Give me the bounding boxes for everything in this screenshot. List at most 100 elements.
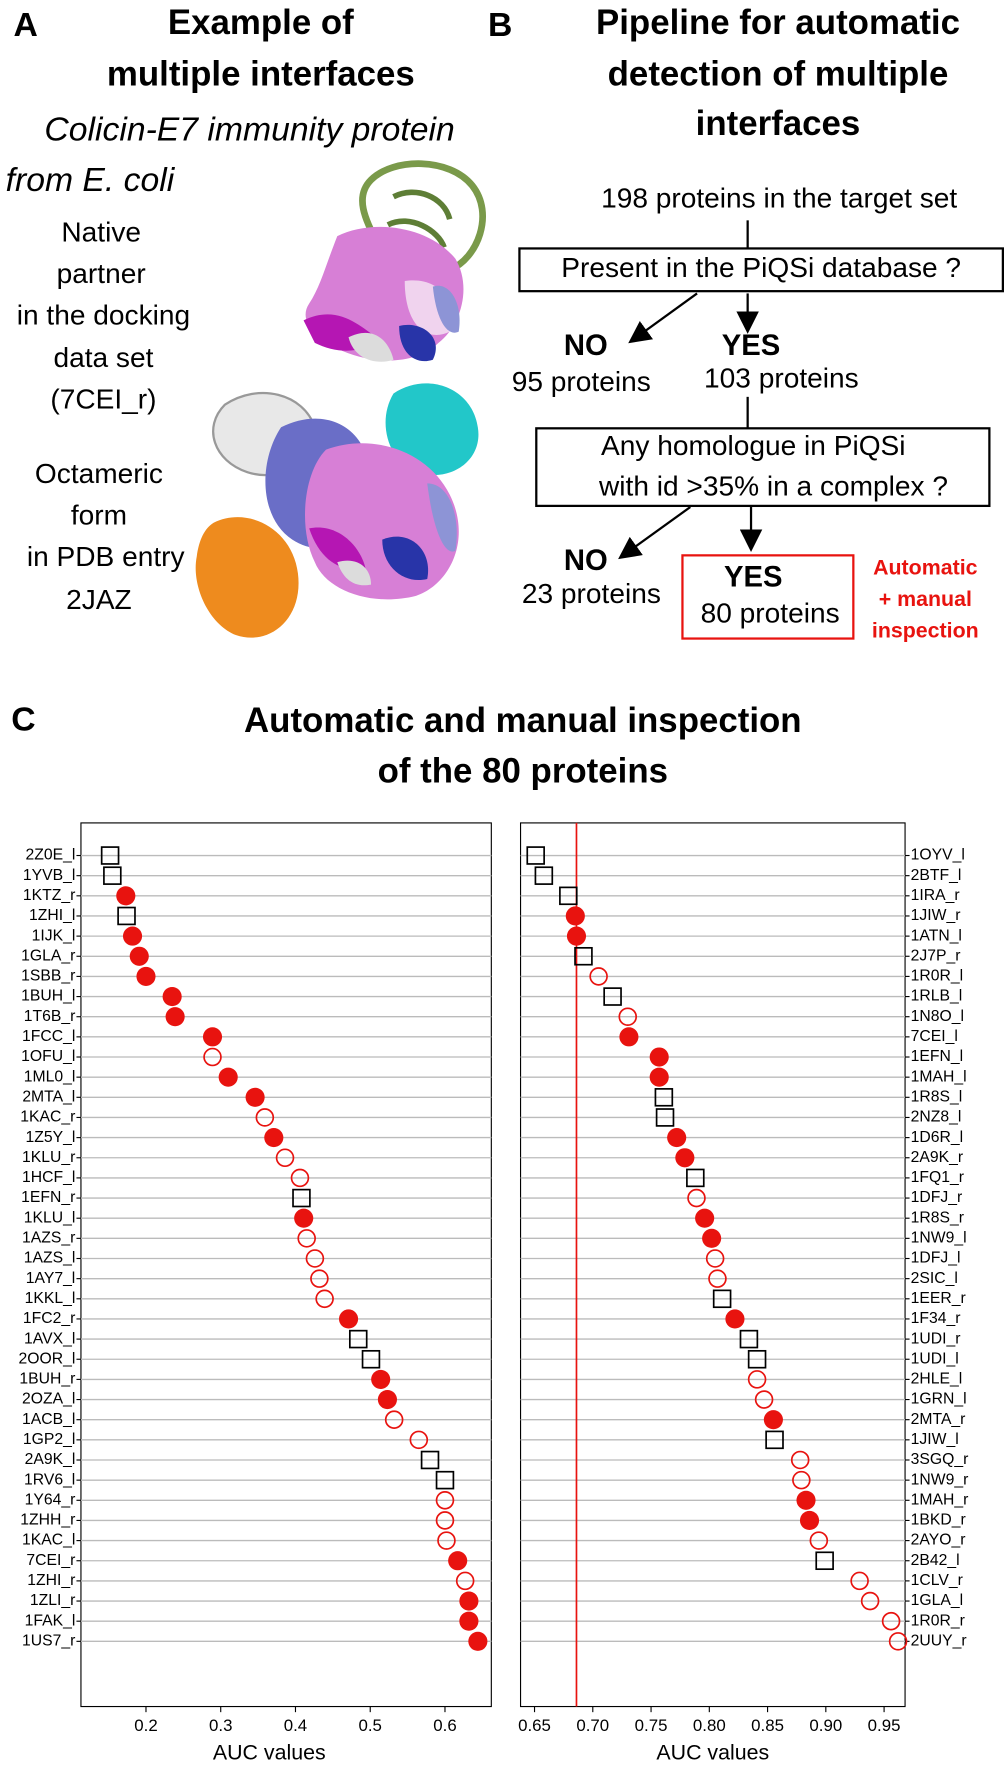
category-label: 1GP2_l [23,1431,75,1448]
arrow [618,506,691,560]
x-tick-label: 0.3 [209,1716,232,1735]
category-label: 1N8O_l [911,1008,964,1025]
category-label: 1NW9_l [911,1230,967,1247]
category-label: 1R0R_l [911,968,963,985]
open-marker [310,1269,329,1288]
filled-marker [338,1309,359,1329]
category-label: 1F34_r [911,1310,961,1327]
category-label: 2OOR_l [19,1350,76,1367]
category-label: 1DFJ_r [911,1189,963,1206]
square-marker [526,846,545,865]
category-label: 1FQ1_r [911,1169,964,1186]
category-label: 1SBB_r [21,968,75,985]
panel-title: interfaces [696,104,861,143]
open-marker [290,1168,310,1188]
x-axis-label: AUC values [213,1740,326,1764]
category-label: 2A9K_r [911,1149,963,1166]
category-label: 1AY7_l [26,1270,76,1287]
x-axis-label: AUC values [656,1740,769,1764]
category-label: 1R0R_r [911,1612,965,1629]
category-label: 1AZS_r [22,1230,75,1247]
category-label: 1ZHH_r [20,1512,75,1529]
filled-marker [675,1148,695,1168]
category-label: 1T6B_r [24,1008,76,1025]
category-label: 1AVX_l [24,1330,75,1347]
filled-marker [619,1027,639,1047]
label-line: in PDB entry [27,541,185,572]
flow-text: NO [564,330,608,362]
open-marker [747,1370,767,1389]
filled-marker [202,1027,223,1047]
x-tick-label: 0.6 [433,1716,456,1735]
decision-box [535,427,991,508]
subtitle: Colicin-E7 immunity protein [44,110,454,148]
category-label: 2A9K_l [25,1451,76,1468]
category-label: 1GLA_r [21,947,75,964]
category-label: 2AYO_r [911,1532,966,1549]
panel-title: Automatic and manual inspection [244,701,802,740]
square-marker [435,1470,455,1490]
filled-marker [565,906,585,926]
panel-title: detection of multiple [608,55,949,94]
category-label: 1KTZ_r [23,887,75,904]
square-marker [765,1430,784,1450]
label-line: partner [57,258,146,289]
flow-text: 80 proteins [701,597,840,628]
panel-title: Pipeline for automatic [596,3,960,42]
category-label: 1R8S_r [911,1209,964,1226]
category-label: 2NZ8_l [911,1109,962,1126]
open-marker [792,1470,811,1490]
filled-marker [695,1208,715,1228]
category-label: 1BKD_r [911,1512,966,1529]
open-marker [315,1289,334,1309]
category-label: 2MTA_r [911,1411,966,1428]
open-marker [705,1249,725,1268]
open-marker [203,1047,222,1067]
plots: 2Z0E_l 1YVB_l 1KTZ_r 1ZHI_l 1IJK_l 1GLA_r 1SBB… [19,822,968,1764]
category-label: 1KLU_l [24,1209,76,1226]
category-label: 7CEI_r [26,1552,75,1569]
category-label: 1JIW_l [911,1431,959,1448]
filled-marker [566,926,587,946]
category-label: 1KKL_l [25,1290,76,1307]
category-label: 1Y64_r [25,1491,76,1508]
category-label: 1OYV_l [911,847,965,864]
category-label: 7CEI_l [911,1028,958,1045]
open-marker [888,1632,908,1651]
flow-text: YES [722,330,780,362]
x-tick-label: 0.80 [693,1716,726,1735]
category-label: 1UDI_r [911,1330,961,1347]
x-tick-label: 0.4 [284,1716,307,1735]
category-label: 1MAH_l [911,1068,967,1085]
filled-marker [649,1047,669,1067]
category-label: 1EER_r [911,1290,966,1307]
category-label: 1EFN_l [911,1048,963,1065]
subtitle: from E. coli [6,161,176,199]
panel-letter: A [13,6,37,44]
filled-marker [218,1067,238,1087]
outcome-label: Automatic [873,555,978,579]
square-marker [534,866,554,885]
category-label: 1BUH_r [19,1371,75,1388]
x-tick-label: 0.70 [576,1716,609,1735]
category-label: 1HCF_l [22,1169,75,1186]
category-label: 1YVB_l [23,867,75,884]
open-marker [255,1108,275,1127]
category-label: 1IRA_r [911,887,960,904]
square-marker [420,1450,440,1470]
label-line: 2JAZ [66,584,132,615]
plot-frame [80,822,492,1708]
category-label: 1EFN_r [21,1189,75,1206]
open-marker [297,1229,316,1248]
category-label: 2J7P_r [911,947,961,964]
filled-marker [136,966,156,986]
filled-marker [294,1208,314,1228]
category-label: 2UUY_r [911,1632,967,1649]
category-label: 2B42_l [911,1552,960,1569]
filled-marker [371,1369,391,1389]
panel-title: multiple interfaces [107,55,415,94]
label-line: Octameric [35,458,163,489]
category-label: 1Z5Y_l [26,1129,76,1146]
filled-marker [702,1228,722,1248]
panel-title: Example of [168,3,354,42]
